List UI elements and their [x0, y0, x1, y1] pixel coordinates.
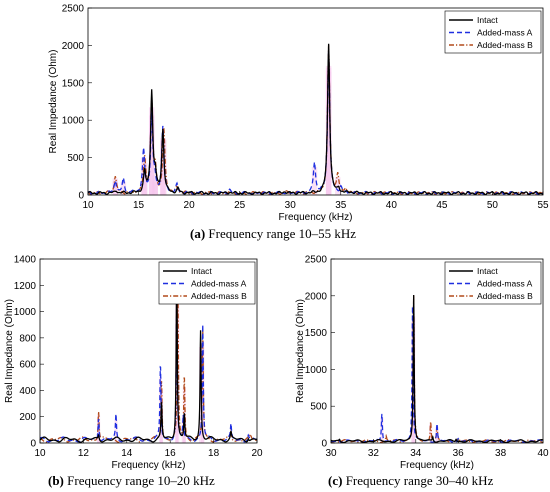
x-tick-label: 20 — [251, 448, 263, 459]
legend-label: Added-mass B — [191, 291, 247, 301]
legend-label: Intact — [477, 15, 498, 25]
panel-caption-text: Frequency range 10–20 kHz — [64, 473, 215, 488]
x-tick-label: 40 — [537, 448, 549, 459]
x-tick-label: 14 — [121, 448, 133, 459]
x-tick-label: 16 — [165, 448, 177, 459]
legend: Intact Added-mass A Added-mass B — [445, 11, 541, 53]
x-tick-label: 55 — [537, 200, 549, 211]
y-tick-label: 2500 — [305, 255, 328, 266]
legend: Intact Added-mass A Added-mass B — [159, 262, 255, 304]
y-tick-label: 500 — [310, 402, 327, 413]
y-tick-label: 1000 — [62, 116, 85, 127]
x-tick-label: 32 — [368, 448, 380, 459]
y-tick-label: 1400 — [14, 255, 37, 266]
y-axis-title: Real Impedance (Ohm) — [4, 299, 15, 403]
y-tick-label: 600 — [19, 360, 36, 371]
panel-caption: (c) Frequency range 30–40 kHz — [328, 473, 494, 488]
y-tick-label: 1000 — [14, 307, 37, 318]
y-tick-label: 0 — [30, 439, 36, 450]
x-tick-label: 36 — [453, 448, 465, 459]
legend: Intact Added-mass A Added-mass B — [445, 262, 541, 304]
panel-caption-label: (b) — [48, 473, 64, 488]
x-axis-title: Frequency (kHz) — [112, 460, 186, 471]
x-tick-label: 34 — [410, 448, 422, 459]
panel-caption: (a) Frequency range 10–55 kHz — [190, 226, 356, 241]
series-line-intact — [331, 295, 543, 443]
x-tick-label: 20 — [184, 200, 196, 211]
x-axis-title: Frequency (kHz) — [279, 212, 353, 223]
chart-panel-a: 10 15 20 25 30 35 40 45 50 55 0 500 1000 1500 2000 2500… — [48, 4, 549, 242]
series-line-added-mass-a — [331, 307, 543, 443]
x-tick-label: 30 — [325, 448, 337, 459]
y-tick-label: 1200 — [14, 281, 37, 292]
legend-label: Added-mass A — [191, 279, 247, 289]
legend-label: Added-mass B — [477, 291, 533, 301]
x-tick-label: 45 — [436, 200, 448, 211]
y-axis-title: Real Impedance (Ohm) — [48, 50, 59, 154]
x-tick-label: 12 — [78, 448, 90, 459]
x-tick-label: 35 — [335, 200, 347, 211]
x-tick-label: 30 — [285, 200, 297, 211]
x-tick-label: 10 — [34, 448, 46, 459]
legend-label: Added-mass B — [477, 40, 533, 50]
peak-shading — [380, 316, 438, 443]
panel-caption: (b) Frequency range 10–20 kHz — [48, 473, 215, 488]
x-tick-label: 25 — [234, 200, 246, 211]
y-tick-label: 500 — [67, 153, 84, 164]
y-tick-label: 1000 — [305, 365, 328, 376]
y-tick-label: 400 — [19, 386, 36, 397]
y-axis-title: Real Impedance (Ohm) — [295, 299, 306, 403]
legend-label: Intact — [191, 266, 212, 276]
chart-panel-b: 10 12 14 16 18 200200400600800100012001400Fre… — [4, 255, 263, 489]
legend-label: Added-mass A — [477, 28, 533, 38]
peak-shading — [97, 290, 204, 443]
y-tick-label: 200 — [19, 412, 36, 423]
x-tick-label: 40 — [386, 200, 398, 211]
chart-panel-c: 30 32 34 36 38 40 0 500 1000 1500 2000 2500 Frequenc… — [295, 255, 549, 489]
y-tick-label: 800 — [19, 333, 36, 344]
panel-caption-label: (c) — [328, 473, 342, 488]
y-tick-label: 0 — [78, 191, 84, 202]
y-tick-label: 2000 — [305, 291, 328, 302]
y-tick-label: 2000 — [62, 41, 85, 52]
x-tick-label: 18 — [208, 448, 220, 459]
panel-caption-text: Frequency range 10–55 kHz — [205, 226, 356, 241]
series-line-added-mass-a — [40, 304, 257, 442]
legend-label: Added-mass A — [477, 279, 533, 289]
x-axis-title: Frequency (kHz) — [400, 460, 474, 471]
y-tick-label: 1500 — [62, 78, 85, 89]
x-tick-label: 10 — [82, 200, 94, 211]
y-tick-label: 1500 — [305, 328, 328, 339]
x-tick-label: 38 — [495, 448, 507, 459]
y-tick-label: 0 — [321, 439, 327, 450]
x-tick-label: 50 — [487, 200, 499, 211]
series-line-added-mass-b — [40, 283, 257, 442]
panel-caption-label: (a) — [190, 226, 205, 241]
series-line-added-mass-b — [331, 295, 543, 443]
x-tick-label: 15 — [133, 200, 145, 211]
legend-label: Intact — [477, 266, 498, 276]
y-tick-label: 2500 — [62, 4, 85, 15]
panel-caption-text: Frequency range 30–40 kHz — [342, 473, 493, 488]
